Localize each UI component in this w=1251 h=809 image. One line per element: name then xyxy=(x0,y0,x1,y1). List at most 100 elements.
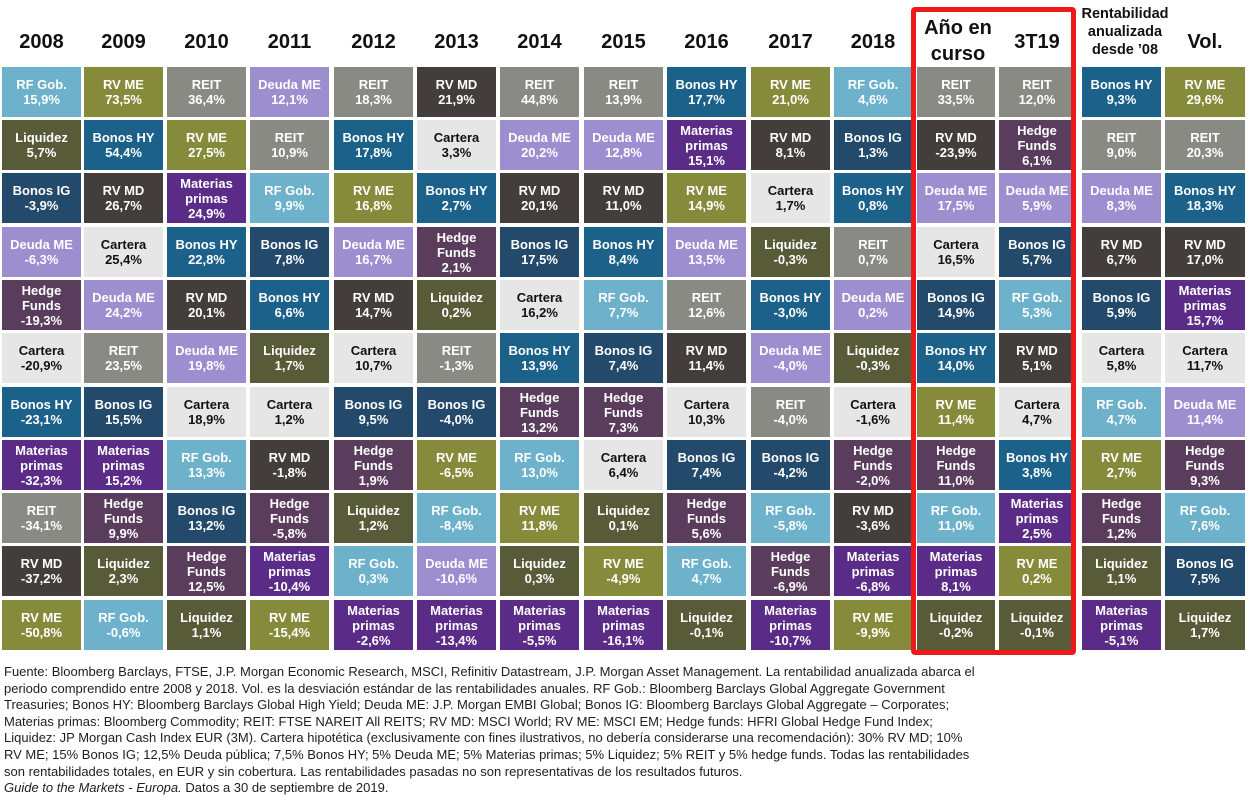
return-value: 17,7% xyxy=(688,92,725,107)
return-value: 15,1% xyxy=(688,152,725,168)
return-value: -4,0% xyxy=(773,358,808,373)
asset-label: Materias primas xyxy=(180,175,233,206)
quilt-cell-materias: Materias primas -10,7% xyxy=(751,600,830,650)
quilt-cell-reit: REIT -34,1% xyxy=(2,493,81,543)
asset-label: RF Gob. xyxy=(1096,397,1147,412)
asset-label: RF Gob. xyxy=(1179,503,1231,518)
asset-label: Materias primas xyxy=(929,548,983,579)
asset-label: RV MD xyxy=(1016,343,1058,358)
asset-label: Bonos IG xyxy=(1008,237,1066,252)
quilt-cell-rv-me: RV ME 27,5% xyxy=(167,120,246,170)
quilt-cell-rv-md: RV MD 11,0% xyxy=(584,173,663,223)
quilt-cell-bonos-ig: Bonos IG 5,9% xyxy=(1082,280,1161,330)
return-value: 9,5% xyxy=(358,412,389,427)
return-value: 19,8% xyxy=(188,358,225,373)
asset-label: RF Gob. xyxy=(16,77,67,92)
asset-label: Materias primas xyxy=(1178,282,1232,313)
quilt-cell-reit: REIT 9,0% xyxy=(1082,120,1161,170)
return-value: -8,4% xyxy=(439,518,474,533)
quilt-cell-rv-md: RV MD 6,7% xyxy=(1082,227,1161,277)
return-value: 16,7% xyxy=(355,252,392,267)
asset-label: RV ME xyxy=(1101,450,1142,465)
asset-label: Deuda ME xyxy=(10,237,73,252)
quilt-cell-bonos-hy: Bonos HY 17,8% xyxy=(334,120,413,170)
quilt-cell-rv-md: RV MD 21,9% xyxy=(417,67,496,117)
footnote-line: Fuente: Bloomberg Barclays, FTSE, J.P. M… xyxy=(4,664,975,679)
quilt-cell-cartera: Cartera 10,3% xyxy=(667,387,746,437)
quilt-cell-hedge: Hedge Funds -2,0% xyxy=(834,440,912,490)
asset-label: Cartera xyxy=(767,183,814,198)
quilt-cell-bonos-hy: Bonos HY 9,3% xyxy=(1082,67,1161,117)
column-header: 2014 xyxy=(517,31,562,53)
asset-label: Bonos HY xyxy=(1173,183,1237,198)
asset-label: Materias primas xyxy=(597,602,650,633)
quilt-cell-bonos-ig: Bonos IG 15,5% xyxy=(84,387,163,437)
quilt-cell-bonos-hy: Bonos HY 17,7% xyxy=(667,67,746,117)
quilt-cell-liquidez: Liquidez -0,3% xyxy=(751,227,830,277)
return-value: 7,4% xyxy=(691,465,722,480)
quilt-cell-reit: REIT 12,6% xyxy=(667,280,746,330)
asset-label: REIT xyxy=(191,77,222,92)
quilt-cell-bonos-ig: Bonos IG 14,9% xyxy=(917,280,995,330)
asset-label: RF Gob. xyxy=(514,450,565,465)
quilt-cell-rv-md: RV MD 11,4% xyxy=(667,333,746,383)
quilt-cell-rv-md: RV MD -37,2% xyxy=(2,546,81,596)
asset-label: Bonos HY xyxy=(1090,77,1153,92)
return-value: -6,5% xyxy=(439,465,474,480)
return-value: -4,0% xyxy=(773,412,808,427)
return-value: 7,3% xyxy=(608,419,639,435)
asset-label: Deuda ME xyxy=(841,290,905,305)
asset-label: Hedge Funds xyxy=(936,442,976,473)
quilt-cell-rf-gob: RF Gob. 5,3% xyxy=(999,280,1075,330)
quilt-cell-liquidez: Liquidez 0,1% xyxy=(584,493,663,543)
return-value: -0,1% xyxy=(689,625,724,640)
asset-label: Liquidez xyxy=(97,556,150,571)
footnote-line: periodo comprendido entre 2008 y 2018. V… xyxy=(4,680,945,696)
quilt-cell-hedge: Hedge Funds 11,0% xyxy=(917,440,995,490)
quilt-cell-rv-md: RV MD 17,0% xyxy=(1165,227,1245,277)
return-value: 25,4% xyxy=(105,252,142,267)
asset-label: Materias primas xyxy=(846,548,900,579)
column-header: Rentabilidad anualizada desde ’08 xyxy=(1081,6,1169,58)
return-value: 11,4% xyxy=(688,358,725,373)
return-value: 20,1% xyxy=(521,198,558,213)
quilt-cell-liquidez: Liquidez -0,2% xyxy=(917,600,995,650)
column-header: Año en curso xyxy=(924,17,992,65)
return-value: 0,2% xyxy=(441,305,472,320)
return-value: 8,1% xyxy=(941,578,971,594)
quilt-cell-deuda-me: Deuda ME 8,3% xyxy=(1082,173,1161,223)
quilt-cell-bonos-hy: Bonos HY 2,7% xyxy=(417,173,496,223)
quilt-cell-cartera: Cartera 6,4% xyxy=(584,440,663,490)
footnote-line: Treasuries; Bonos HY: Bloomberg Barclays… xyxy=(4,697,950,713)
quilt-cell-materias: Materias primas 2,5% xyxy=(999,493,1075,543)
quilt-cell-rv-md: RV MD -23,9% xyxy=(917,120,995,170)
asset-returns-quilt-chart: 2008 RF Gob. 15,9% Liquidez 5,7% Bonos IG -3,9… xyxy=(2,6,1245,650)
return-value: 23,5% xyxy=(105,358,142,373)
asset-label: Bonos HY xyxy=(508,343,571,358)
asset-label: Bonos HY xyxy=(675,77,738,92)
quilt-cell-cartera: Cartera 10,7% xyxy=(334,333,413,383)
asset-label: Cartera xyxy=(1014,397,1060,412)
asset-label: Bonos HY xyxy=(175,237,238,252)
return-value: 3,3% xyxy=(441,145,472,160)
quilt-cell-cartera: Cartera 3,3% xyxy=(417,120,496,170)
return-value: 13,9% xyxy=(521,358,558,373)
column-header: 2010 xyxy=(184,31,229,53)
return-value: 5,9% xyxy=(1022,198,1052,213)
asset-label: REIT xyxy=(108,343,139,358)
quilt-cell-rv-me: RV ME 21,0% xyxy=(751,67,830,117)
asset-label: Liquidez xyxy=(1178,610,1232,625)
asset-label: Hedge Funds xyxy=(686,495,727,526)
asset-label: Liquidez xyxy=(1095,556,1148,571)
quilt-cell-liquidez: Liquidez 1,2% xyxy=(334,493,413,543)
quilt-cell-deuda-me: Deuda ME 20,2% xyxy=(500,120,579,170)
quilt-cell-bonos-hy: Bonos HY 13,9% xyxy=(500,333,579,383)
return-value: 1,2% xyxy=(1106,525,1137,541)
return-value: 5,3% xyxy=(1022,305,1052,320)
quilt-cell-hedge: Hedge Funds 9,9% xyxy=(84,493,163,543)
asset-label: Bonos IG xyxy=(1092,290,1151,305)
asset-label: Bonos IG xyxy=(510,237,569,252)
return-value: 12,6% xyxy=(688,305,725,320)
return-value: 26,7% xyxy=(105,198,142,213)
quilt-cell-reit: REIT 12,0% xyxy=(999,67,1075,117)
